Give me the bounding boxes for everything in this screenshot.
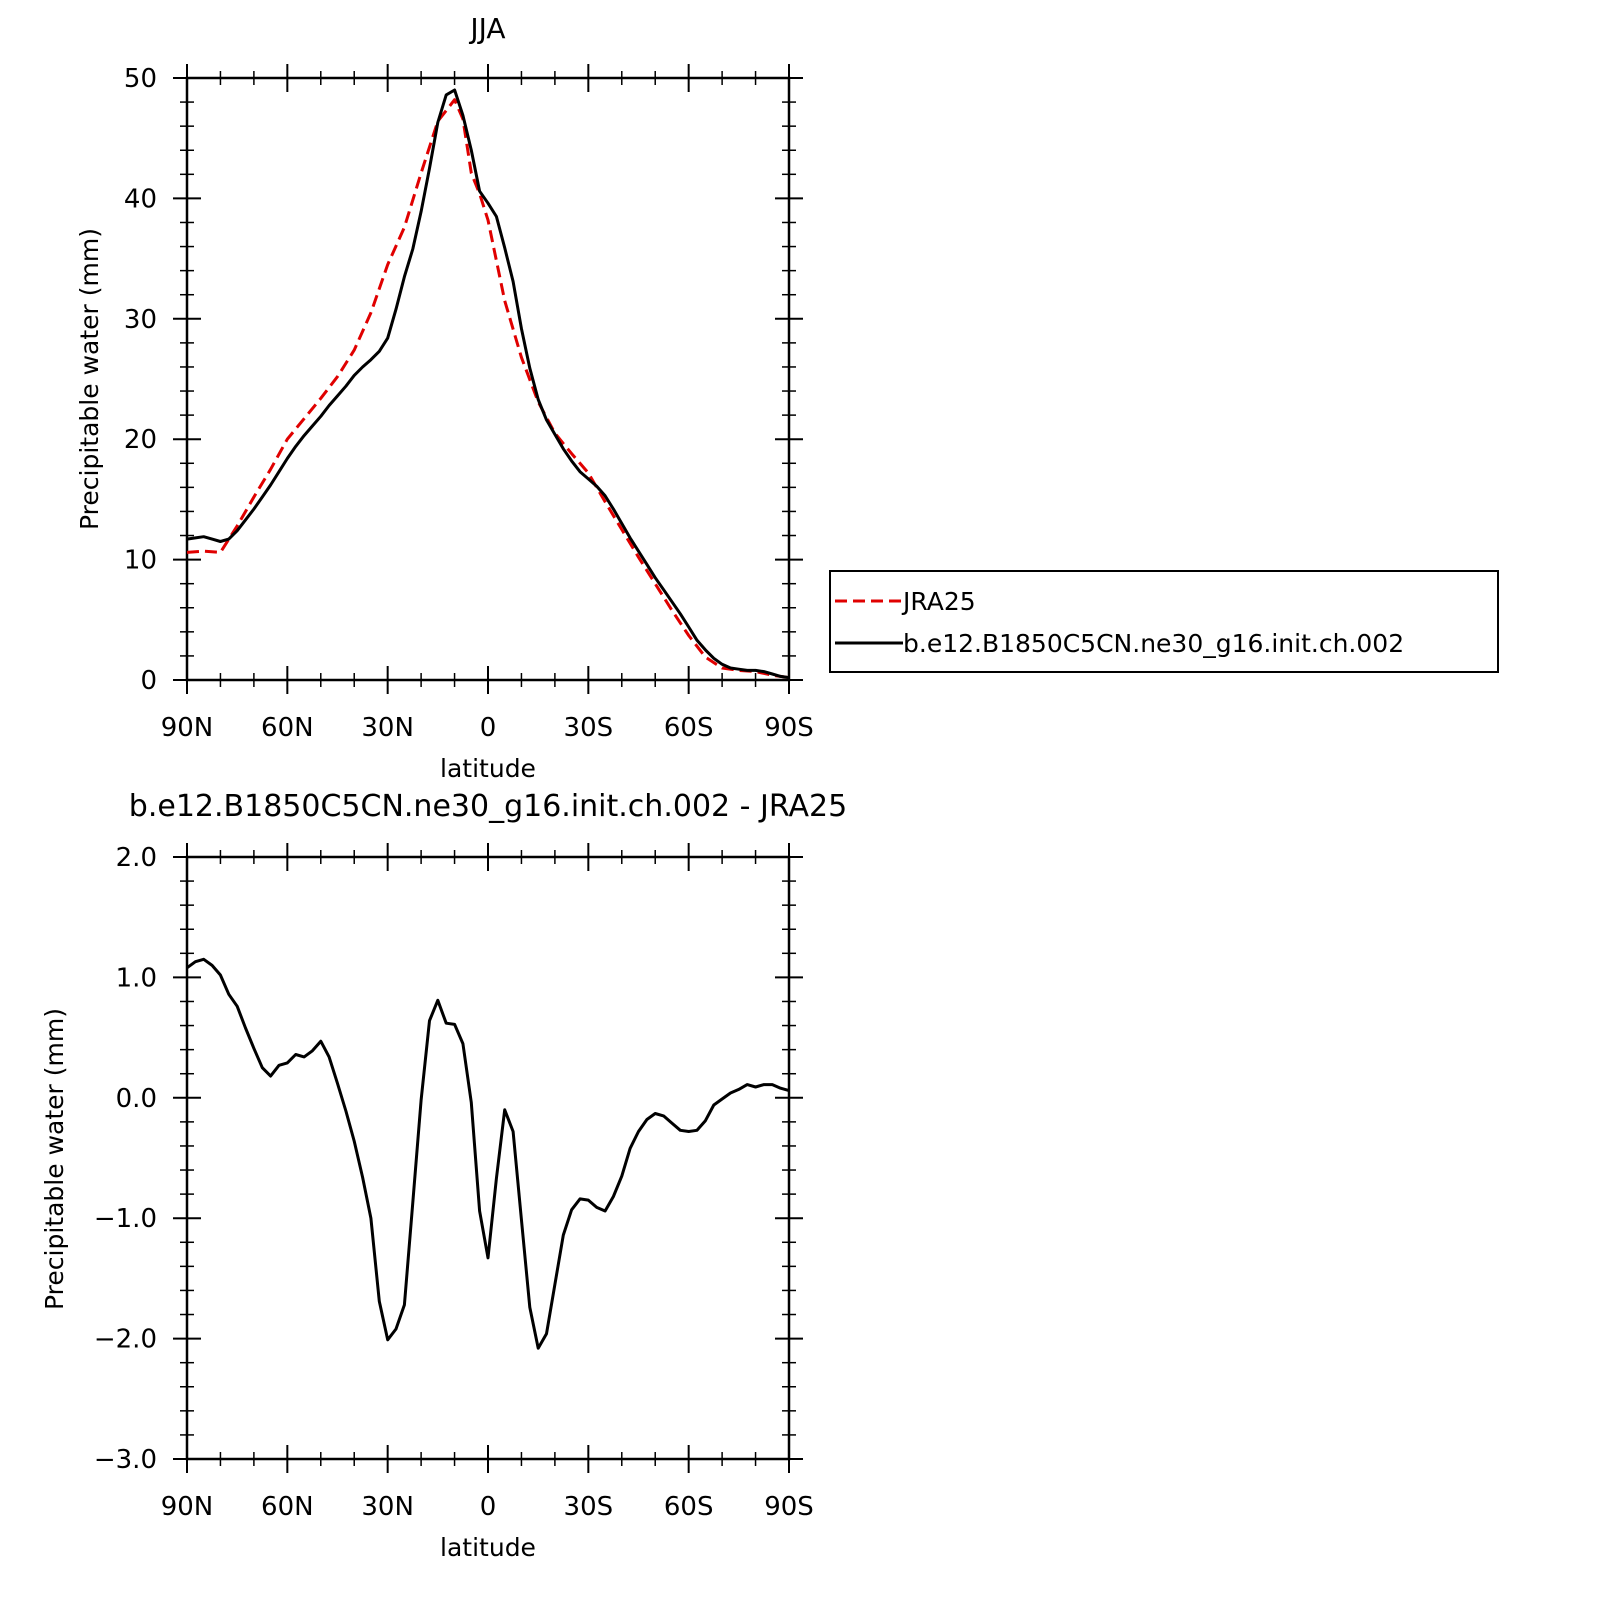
legend-label-jra25: JRA25 — [901, 587, 976, 616]
top-panel: JJA 0 10 20 30 40 50 90N 60N 30N 0 30S 60S 90S lati… — [75, 12, 1499, 783]
legend-box — [829, 570, 1499, 673]
top-x-tick-label: 90N — [161, 713, 214, 743]
top-series-line-b-e12-b1850c5cn-ne30-g16-init-ch-002 — [186, 88, 790, 680]
bottom-x-tick-label: 60N — [261, 1492, 314, 1522]
legend: JRA25 b.e12.B1850C5CN.ne30_g16.init.ch.0… — [829, 570, 1499, 673]
bottom-y-tick-label: −3.0 — [94, 1445, 157, 1475]
bottom-y-tick-label: 2.0 — [116, 843, 157, 873]
top-chart-title: JJA — [468, 12, 505, 45]
top-plot-frame — [185, 76, 791, 682]
top-x-tick-label: 60N — [261, 713, 314, 743]
bottom-y-axis-label: Precipitable water (mm) — [40, 1008, 69, 1310]
bottom-x-tick-label: 90N — [161, 1492, 214, 1522]
bottom-x-tick-label: 90S — [764, 1492, 814, 1522]
top-x-tick-label: 60S — [664, 713, 714, 743]
bottom-y-tick-label: −2.0 — [94, 1325, 157, 1355]
bottom-series-group — [186, 957, 790, 1350]
legend-label-model: b.e12.B1850C5CN.ne30_g16.init.ch.002 — [903, 629, 1404, 658]
top-series-line-jra25 — [186, 98, 790, 680]
top-y-tick-label: 30 — [124, 305, 157, 335]
top-y-tick-label: 10 — [124, 546, 157, 576]
top-y-tick-label: 20 — [124, 425, 157, 455]
top-series-group — [186, 88, 790, 680]
top-x-tick-label: 30S — [564, 713, 614, 743]
bottom-y-tick-label: 0.0 — [116, 1084, 157, 1114]
top-x-tick-label: 0 — [480, 713, 497, 743]
bottom-y-axis: −3.0 −2.0 −1.0 0.0 1.0 2.0 — [94, 843, 803, 1475]
top-x-tick-label: 90S — [764, 713, 814, 743]
bottom-x-tick-label: 60S — [664, 1492, 714, 1522]
bottom-plot-frame — [185, 855, 791, 1461]
bottom-x-axis: 90N 60N 30N 0 30S 60S 90S — [161, 843, 814, 1522]
top-y-tick-label: 40 — [124, 184, 157, 214]
top-x-axis-label: latitude — [440, 754, 536, 783]
bottom-panel: b.e12.B1850C5CN.ne30_g16.init.ch.002 - J… — [40, 789, 847, 1562]
bottom-x-axis-label: latitude — [440, 1533, 536, 1562]
top-y-axis: 0 10 20 30 40 50 — [124, 64, 803, 696]
bottom-y-tick-label: −1.0 — [94, 1204, 157, 1234]
bottom-y-tick-label: 1.0 — [116, 963, 157, 993]
bottom-x-tick-label: 30S — [564, 1492, 614, 1522]
bottom-x-tick-label: 0 — [480, 1492, 497, 1522]
top-x-axis: 90N 60N 30N 0 30S 60S 90S — [161, 64, 814, 743]
bottom-series-line-difference — [186, 957, 790, 1350]
top-y-tick-label: 50 — [124, 64, 157, 94]
bottom-chart-title: b.e12.B1850C5CN.ne30_g16.init.ch.002 - J… — [129, 789, 847, 824]
bottom-x-tick-label: 30N — [361, 1492, 414, 1522]
top-y-axis-label: Precipitable water (mm) — [75, 228, 104, 530]
top-x-tick-label: 30N — [361, 713, 414, 743]
top-y-tick-label: 0 — [140, 666, 157, 696]
